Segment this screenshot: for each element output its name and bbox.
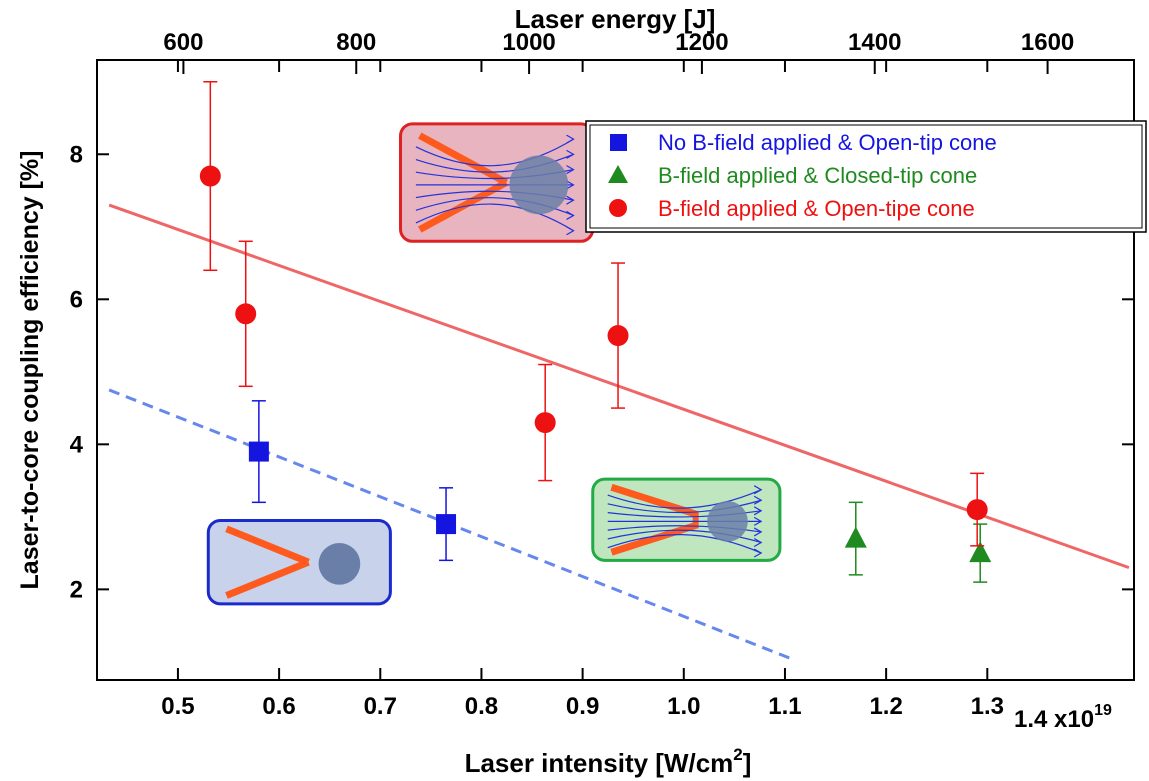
x-exponent-base: 1.4 x10 — [1014, 706, 1094, 733]
x2-tick-label: 1000 — [502, 29, 555, 56]
schematic-insets — [206, 122, 782, 606]
field-line — [607, 534, 762, 554]
x2-tick-label: 1200 — [675, 29, 728, 56]
x-exponent-sup: 19 — [1094, 702, 1112, 719]
x-tick-label: 1.0 — [667, 693, 700, 720]
data-point-triangle — [844, 526, 867, 548]
field-line-arrowhead — [566, 226, 575, 236]
legend: No B-field applied & Open-tip cone B-fie… — [585, 120, 1147, 233]
plot-frame — [96, 59, 1135, 681]
inset-open-tip-with-field — [399, 122, 595, 243]
field-line-arrowhead — [753, 527, 763, 537]
data-point-circle — [199, 165, 221, 187]
field-line-arrowhead — [753, 516, 763, 526]
field-line — [607, 499, 762, 514]
field-line-arrowhead — [566, 195, 575, 205]
data-point-square — [436, 514, 457, 535]
legend-label-no-field: No B-field applied & Open-tip cone — [658, 130, 997, 155]
cone-wall-top — [225, 525, 310, 566]
field-line-arrowhead — [753, 485, 763, 495]
axis-ticks: 0.5 0.6 0.7 0.8 0.9 1.0 1.1 1.2 1.3 600 800 1000 120… — [70, 29, 1134, 720]
field-line-arrowhead — [753, 537, 763, 548]
field-line — [415, 138, 574, 167]
data-point-circle — [534, 412, 556, 434]
data-point-circle — [235, 303, 257, 325]
field-line-arrowhead — [566, 180, 575, 190]
x-axis-label-sup: 2 — [733, 745, 742, 764]
data-point-triangle — [969, 541, 992, 563]
field-line-arrowhead — [566, 134, 575, 144]
field-line — [607, 529, 762, 544]
x-exponent-label: 1.4 x1019 — [1014, 702, 1112, 733]
cone-wall-bottom — [225, 558, 310, 599]
x-tick-label: 1.1 — [768, 693, 801, 720]
x-tick-label: 1.2 — [869, 693, 902, 720]
x2-tick-label: 600 — [163, 29, 203, 56]
inset-open-tip-no-field — [206, 518, 392, 606]
fuel-core — [318, 542, 361, 585]
y-tick-label: 8 — [70, 141, 83, 168]
field-line — [415, 203, 574, 232]
field-line-arrowhead — [566, 210, 575, 220]
legend-marker-circle — [609, 199, 627, 217]
data-points — [199, 81, 992, 583]
field-line-arrowhead — [753, 495, 763, 505]
y-tick-label: 2 — [70, 576, 83, 603]
x-tick-label: 0.8 — [465, 693, 498, 720]
x-axis-label-main: Laser intensity [W/cm — [465, 748, 734, 778]
x2-tick-label: 1600 — [1021, 29, 1074, 56]
x2-axis-label: Laser energy [J] — [515, 4, 716, 34]
inset-closed-tip-with-field — [591, 477, 782, 562]
y-axis-label: Laser-to-core coupling efficiency [%] — [16, 151, 44, 590]
field-line-arrowhead — [566, 149, 575, 159]
x2-tick-label: 1400 — [848, 29, 901, 56]
x-tick-label: 1.3 — [971, 693, 1004, 720]
field-line-arrowhead — [753, 548, 763, 558]
legend-label-open-tip: B-field applied & Open-tipe cone — [658, 196, 975, 221]
fuel-core — [509, 155, 569, 215]
x-tick-label: 0.9 — [566, 693, 599, 720]
x2-tick-label: 800 — [336, 29, 376, 56]
legend-box-outer — [585, 120, 1147, 233]
data-point-circle — [607, 325, 629, 347]
x-tick-label: 0.7 — [364, 693, 397, 720]
legend-marker-triangle — [608, 165, 628, 183]
fuel-core — [707, 501, 748, 542]
legend-box-inner — [589, 124, 1143, 229]
y-tick-label: 4 — [70, 431, 84, 458]
y-tick-label: 6 — [70, 286, 83, 313]
cone-wall-top — [418, 132, 508, 186]
legend-marker-square — [610, 134, 627, 151]
field-line — [607, 489, 762, 509]
cone-wall-top — [610, 483, 697, 518]
data-point-circle — [966, 499, 988, 521]
x-axis-label: Laser intensity [W/cm2] — [465, 745, 752, 778]
x-axis-label-close: ] — [743, 748, 752, 778]
data-point-square — [248, 441, 269, 462]
field-line-arrowhead — [566, 165, 575, 175]
fit-line-open-tip-field — [108, 203, 1130, 570]
x-tick-label: 0.6 — [262, 693, 295, 720]
legend-label-closed-tip: B-field applied & Closed-tip cone — [658, 163, 977, 188]
field-line-arrowhead — [753, 506, 763, 516]
x-tick-label: 0.5 — [161, 693, 194, 720]
